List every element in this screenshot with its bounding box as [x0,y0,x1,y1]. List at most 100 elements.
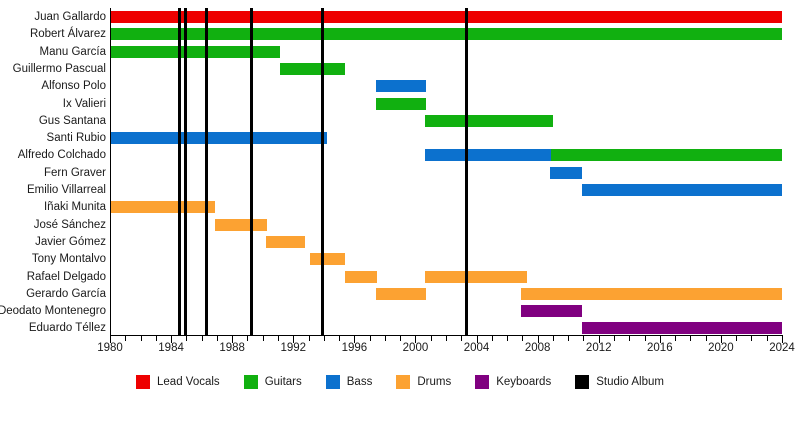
member-label: Gus Santana [38,114,106,127]
timeline-row [110,233,782,251]
studio-album-line [177,8,181,335]
x-tick-minor [491,336,493,341]
member-label: Deodato Montenegro [0,305,106,318]
timeline-row [110,146,782,164]
x-axis-tick-label: 2020 [708,342,734,354]
x-tick-minor [369,336,371,341]
timeline-bar-drums [375,287,427,300]
x-axis-tick-label: 2016 [647,342,673,354]
x-tick-minor [705,336,707,341]
x-tick-major [659,336,661,343]
x-tick-minor [339,336,341,341]
member-label: Juan Gallardo [34,11,106,23]
x-axis-tick-label: 1980 [97,342,123,354]
timeline-bar-bass [424,149,552,162]
member-label: Rafael Delgado [26,270,106,283]
x-axis-tick-label: 2012 [585,342,612,354]
timeline-row [110,181,782,199]
timeline-bar-bass [110,132,327,145]
x-tick-minor [262,336,264,341]
timeline-bar-guitars [424,114,553,127]
member-label: Gerardo García [26,287,106,300]
timeline-bar-drums [265,235,306,248]
x-tick-minor [384,336,386,341]
x-tick-minor [583,336,585,341]
member-label: José Sánchez [33,218,106,231]
member-label: Santi Rubio [46,132,106,145]
member-label: Emilio Villarreal [26,184,106,196]
x-axis-tick-label: 1996 [341,342,368,354]
timeline-bar-drums [424,270,527,283]
x-tick-minor [736,336,738,341]
studio-album-line [321,8,325,335]
x-tick-minor [446,336,447,341]
member-label: Manu García [39,45,106,58]
timeline-row [110,198,782,216]
x-tick-major [537,336,539,343]
x-tick-minor [247,336,249,341]
legend-item-keyboards: Keyboards [475,375,551,389]
x-tick-minor [155,336,157,341]
x-axis-tick-label: 2004 [463,342,490,354]
timeline-bar-drums [520,287,782,300]
studio-album-line [205,8,209,335]
x-tick-major [354,336,356,343]
x-tick-minor [216,336,218,341]
legend-label: Keyboards [496,376,552,388]
legend-label: Guitars [264,376,302,388]
x-axis-tick-label: 1992 [280,342,307,354]
member-label: Alfredo Colchado [17,149,106,162]
x-tick-minor [461,336,463,341]
x-axis-line [110,335,783,336]
x-tick-minor [140,336,142,341]
member-label: Eduardo Téllez [28,322,106,335]
x-tick-major [720,336,722,343]
x-axis-tick-label: 2024 [769,342,795,354]
x-tick-minor [690,336,692,341]
timeline-bar-drums [110,201,216,214]
x-tick-minor [675,336,677,341]
timeline-row [110,250,782,268]
timeline-bar-lead-vocals [110,11,782,23]
x-tick-minor [507,336,509,341]
legend-label: Drums [417,376,452,388]
member-label-column: Juan Gallardo Robert Álvarez Manu García Gu… [0,8,106,335]
x-tick-minor [308,336,310,341]
member-label: Ix Valieri [62,97,106,110]
timeline-row [110,8,782,26]
timeline-row [110,216,782,234]
legend-item-guitars: Guitars [243,375,302,389]
timeline-row [110,112,782,130]
x-tick-major [110,336,111,343]
legend-label: Lead Vocals [157,376,220,388]
x-tick-major [171,336,173,343]
x-tick-minor [278,336,279,341]
timeline-bar-guitars [375,97,427,110]
x-tick-minor [614,336,615,341]
legend-swatch-icon [575,375,590,389]
studio-album-line [249,8,253,335]
x-tick-minor [430,336,432,341]
member-label: Javier Gómez [35,235,106,248]
x-tick-major [598,336,600,343]
legend-item-drums: Drums [396,375,451,389]
legend-label: Bass [346,376,373,388]
timeline-bar-drums [310,253,346,266]
x-tick-minor [323,336,325,341]
timeline-row [110,43,782,61]
chart-legend: Lead Vocals Guitars Bass Drums Keyboards Stud… [0,370,800,394]
x-tick-major [232,336,234,343]
x-axis-tick-label: 1988 [219,342,245,354]
x-tick-minor [201,336,203,341]
x-tick-minor [522,336,524,341]
x-tick-minor [766,336,768,341]
studio-album-line [183,8,187,335]
x-tick-major [415,336,417,343]
timeline-row [110,95,782,113]
legend-item-lead-vocals: Lead Vocals [136,375,220,389]
timeline-bar-bass [581,184,782,196]
timeline-row [110,60,782,78]
legend-swatch-icon [475,375,490,389]
timeline-plot-area [110,8,782,335]
